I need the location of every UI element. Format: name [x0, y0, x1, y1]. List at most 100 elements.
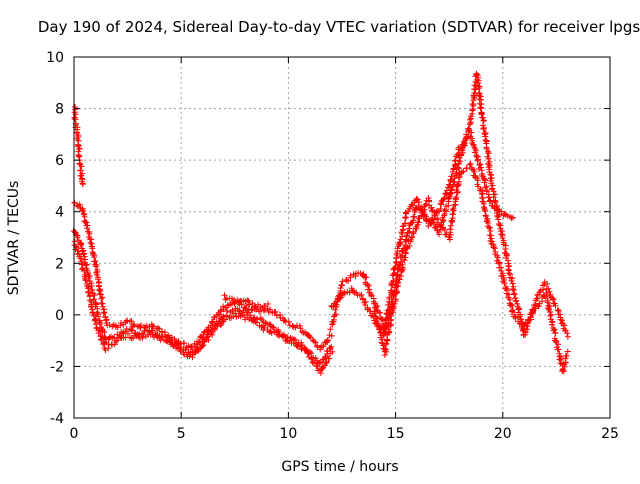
- data-point: [112, 338, 119, 345]
- data-point: [485, 155, 492, 162]
- data-point: [135, 333, 142, 340]
- data-point: [505, 266, 512, 273]
- data-point: [414, 196, 421, 203]
- chart-title: Day 190 of 2024, Sidereal Day-to-day VTE…: [38, 18, 640, 36]
- data-point: [365, 282, 372, 289]
- data-point: [274, 331, 281, 338]
- data-point: [220, 303, 227, 310]
- data-point: [323, 359, 330, 366]
- data-point: [447, 226, 454, 233]
- data-point: [544, 299, 551, 306]
- data-point: [92, 263, 99, 270]
- data-point: [416, 199, 423, 206]
- data-point: [91, 258, 98, 265]
- y-tick-label: -2: [50, 359, 64, 375]
- y-tick-label: 2: [55, 256, 64, 272]
- data-point: [454, 182, 461, 189]
- data-point: [231, 300, 238, 307]
- data-point: [450, 205, 457, 212]
- data-point: [559, 366, 566, 373]
- data-point: [317, 370, 324, 377]
- data-point: [341, 290, 348, 297]
- data-point: [431, 212, 438, 219]
- data-point: [319, 359, 326, 366]
- data-point: [454, 164, 461, 171]
- data-point: [101, 309, 108, 316]
- data-point: [331, 312, 338, 319]
- data-point: [164, 338, 171, 345]
- data-point: [294, 343, 301, 350]
- data-point: [428, 204, 435, 211]
- data-point: [286, 322, 293, 329]
- data-point: [200, 342, 207, 349]
- y-tick-label: 10: [46, 50, 64, 66]
- data-point: [502, 245, 509, 252]
- data-point: [562, 352, 569, 359]
- data-point: [217, 322, 224, 329]
- data-point: [390, 303, 397, 310]
- data-point: [403, 233, 410, 240]
- data-point: [383, 340, 390, 347]
- data-point: [338, 292, 345, 299]
- data-point: [481, 179, 488, 186]
- data-point: [82, 218, 89, 225]
- data-point: [332, 311, 339, 318]
- data-point: [564, 330, 571, 337]
- data-point: [137, 322, 144, 329]
- data-point: [471, 168, 478, 175]
- y-tick-label: 0: [55, 308, 64, 324]
- axis-ticks: [73, 56, 611, 419]
- data-point: [374, 320, 381, 327]
- data-point: [224, 308, 231, 315]
- data-point: [402, 209, 409, 216]
- data-point: [483, 213, 490, 220]
- data-point: [75, 237, 82, 244]
- data-point: [252, 318, 259, 325]
- y-tick-label: 4: [55, 205, 64, 221]
- data-point: [459, 147, 466, 154]
- data-point: [466, 161, 473, 168]
- data-point: [548, 321, 555, 328]
- data-point: [478, 111, 485, 118]
- series-track-d: [71, 104, 86, 188]
- data-point: [564, 348, 571, 355]
- data-point: [507, 213, 514, 220]
- data-point: [96, 327, 103, 334]
- data-point: [155, 325, 162, 332]
- data-point: [358, 291, 365, 298]
- data-point: [482, 129, 489, 136]
- data-point: [129, 327, 136, 334]
- data-point: [461, 140, 468, 147]
- data-point: [486, 198, 493, 205]
- data-point: [232, 310, 239, 317]
- data-point: [89, 249, 96, 256]
- y-tick-label: 8: [55, 102, 64, 118]
- data-point: [270, 324, 277, 331]
- data-point: [389, 281, 396, 288]
- data-point: [297, 342, 304, 349]
- data-point: [71, 115, 78, 122]
- data-point: [494, 206, 501, 213]
- data-point: [264, 301, 271, 308]
- data-point: [485, 194, 492, 201]
- data-point: [83, 225, 90, 232]
- y-tick-label: 6: [55, 153, 64, 169]
- data-point: [77, 241, 84, 248]
- data-point: [501, 280, 508, 287]
- data-point: [498, 208, 505, 215]
- data-point: [474, 79, 481, 86]
- data-point: [491, 191, 498, 198]
- data-point: [85, 288, 92, 295]
- data-point: [362, 298, 369, 305]
- data-point: [211, 326, 218, 333]
- data-point: [437, 205, 444, 212]
- data-point: [341, 289, 348, 296]
- x-tick-label: 25: [601, 426, 619, 442]
- plot-frame: [73, 56, 611, 419]
- data-point: [452, 157, 459, 164]
- data-point: [221, 292, 228, 299]
- data-point: [480, 117, 487, 124]
- data-point: [405, 208, 412, 215]
- data-point: [477, 161, 484, 168]
